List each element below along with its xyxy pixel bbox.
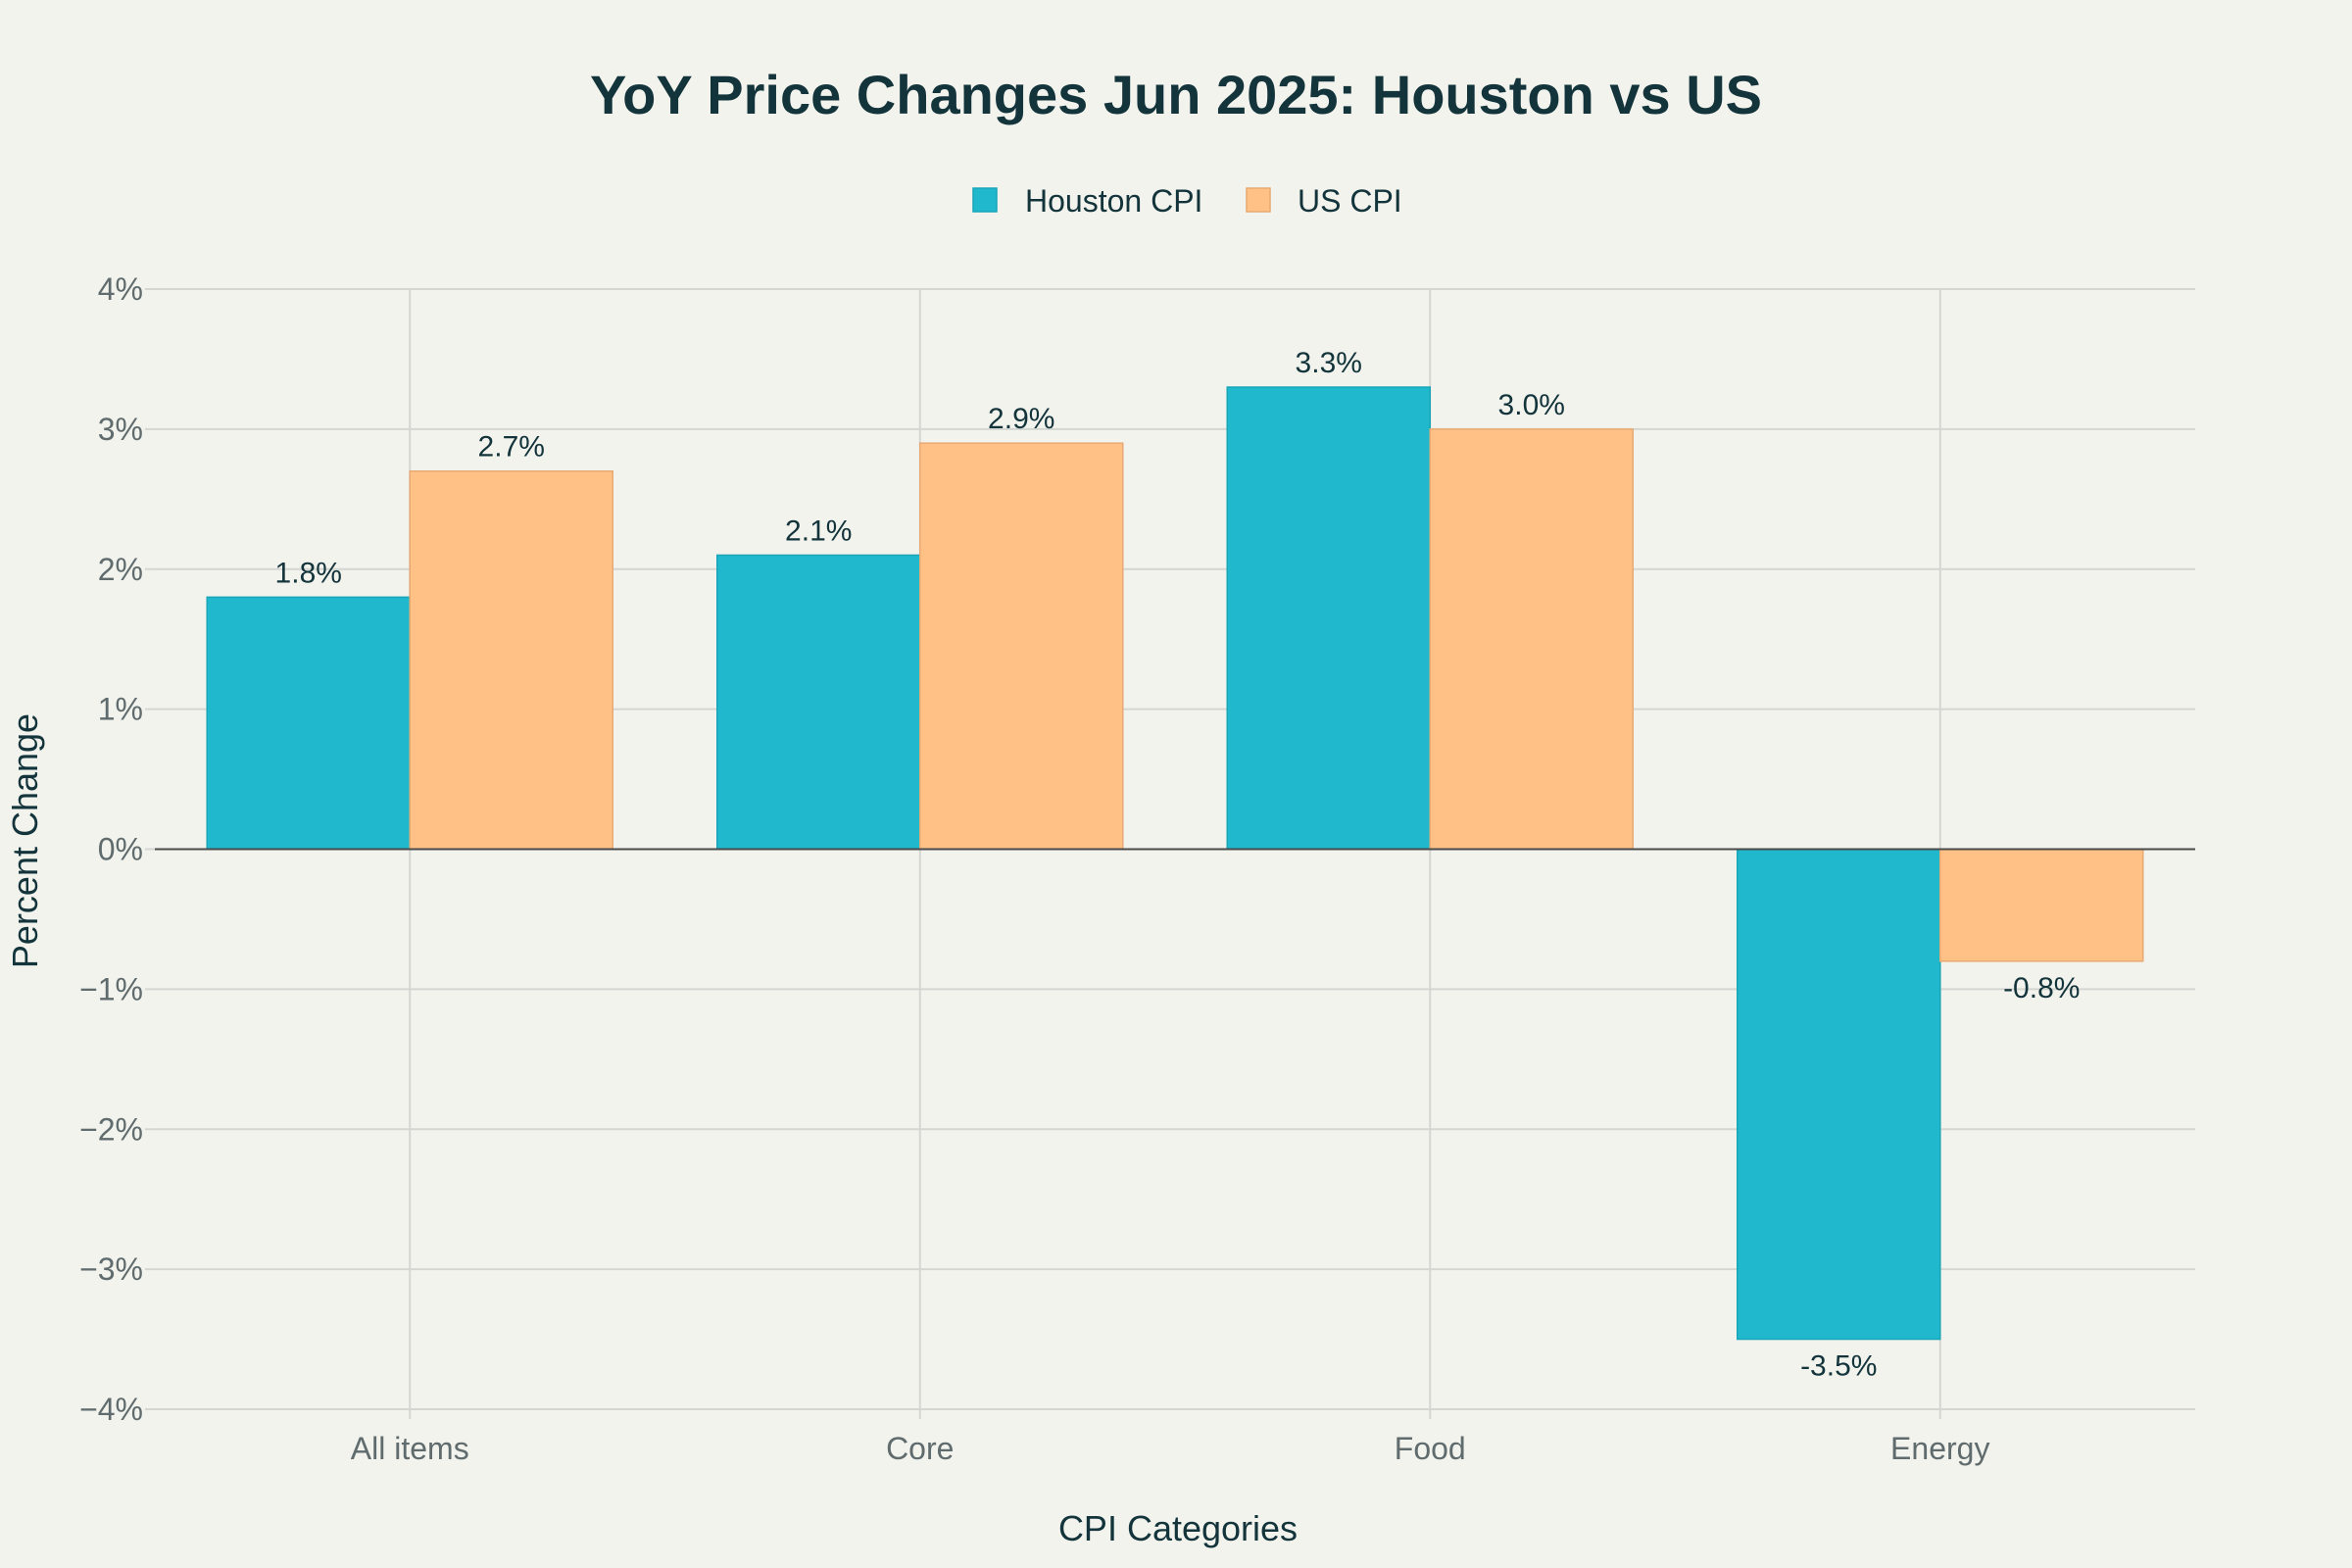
bar-value-label: 1.8% [275,557,342,589]
bar-value-label: 3.0% [1498,389,1565,421]
bar-value-label: -0.8% [2003,972,2080,1004]
bars [206,386,2144,1341]
bar-value-label: -3.5% [1800,1350,1877,1383]
x-tick-label: Core [886,1431,954,1466]
y-axis-ticks: 4% 3% 2% 1% 0% −1% −2% −3% −4% [79,271,155,1427]
legend-label: US CPI [1298,183,1402,219]
houston-bar [716,554,921,851]
data-labels: 1.8% 2.1% 3.3% -3.5% 2.7% 2.9% 3.0% -0.8% [275,347,2081,1383]
y-tick-label: 2% [98,552,143,587]
legend-swatch [1246,187,1271,213]
y-tick-label: 0% [98,832,143,867]
chart-title: YoY Price Changes Jun 2025: Houston vs U… [590,64,1762,125]
bar-value-label: 2.7% [478,431,545,464]
x-tick-label: Food [1395,1431,1466,1466]
y-tick-label: 1% [98,692,143,727]
us-bar [1429,428,1634,851]
y-tick-label: −3% [79,1251,143,1287]
y-tick-label: 4% [98,271,143,307]
x-axis-title: CPI Categories [1058,1508,1298,1548]
legend: Houston CPI US CPI [972,183,1402,219]
y-tick-label: −1% [79,971,143,1006]
houston-bar [1226,386,1431,851]
y-tick-label: 3% [98,412,143,447]
us-bar [409,469,613,851]
bar-value-label: 3.3% [1296,347,1362,379]
legend-swatch [972,187,998,213]
houston-bar [206,596,411,851]
legend-label: Houston CPI [1025,183,1202,219]
y-tick-label: −4% [79,1392,143,1427]
y-axis-title: Percent Change [5,713,45,968]
us-bar [919,442,1124,851]
x-axis-ticks: All items Core Food Energy [351,1409,1989,1466]
x-tick-label: All items [351,1431,469,1466]
houston-bar [1737,848,1941,1341]
bar-value-label: 2.1% [785,514,852,547]
bar-value-label: 2.9% [988,403,1054,435]
us-bar [1939,848,2144,962]
y-tick-label: −2% [79,1111,143,1147]
x-tick-label: Energy [1890,1431,1989,1466]
